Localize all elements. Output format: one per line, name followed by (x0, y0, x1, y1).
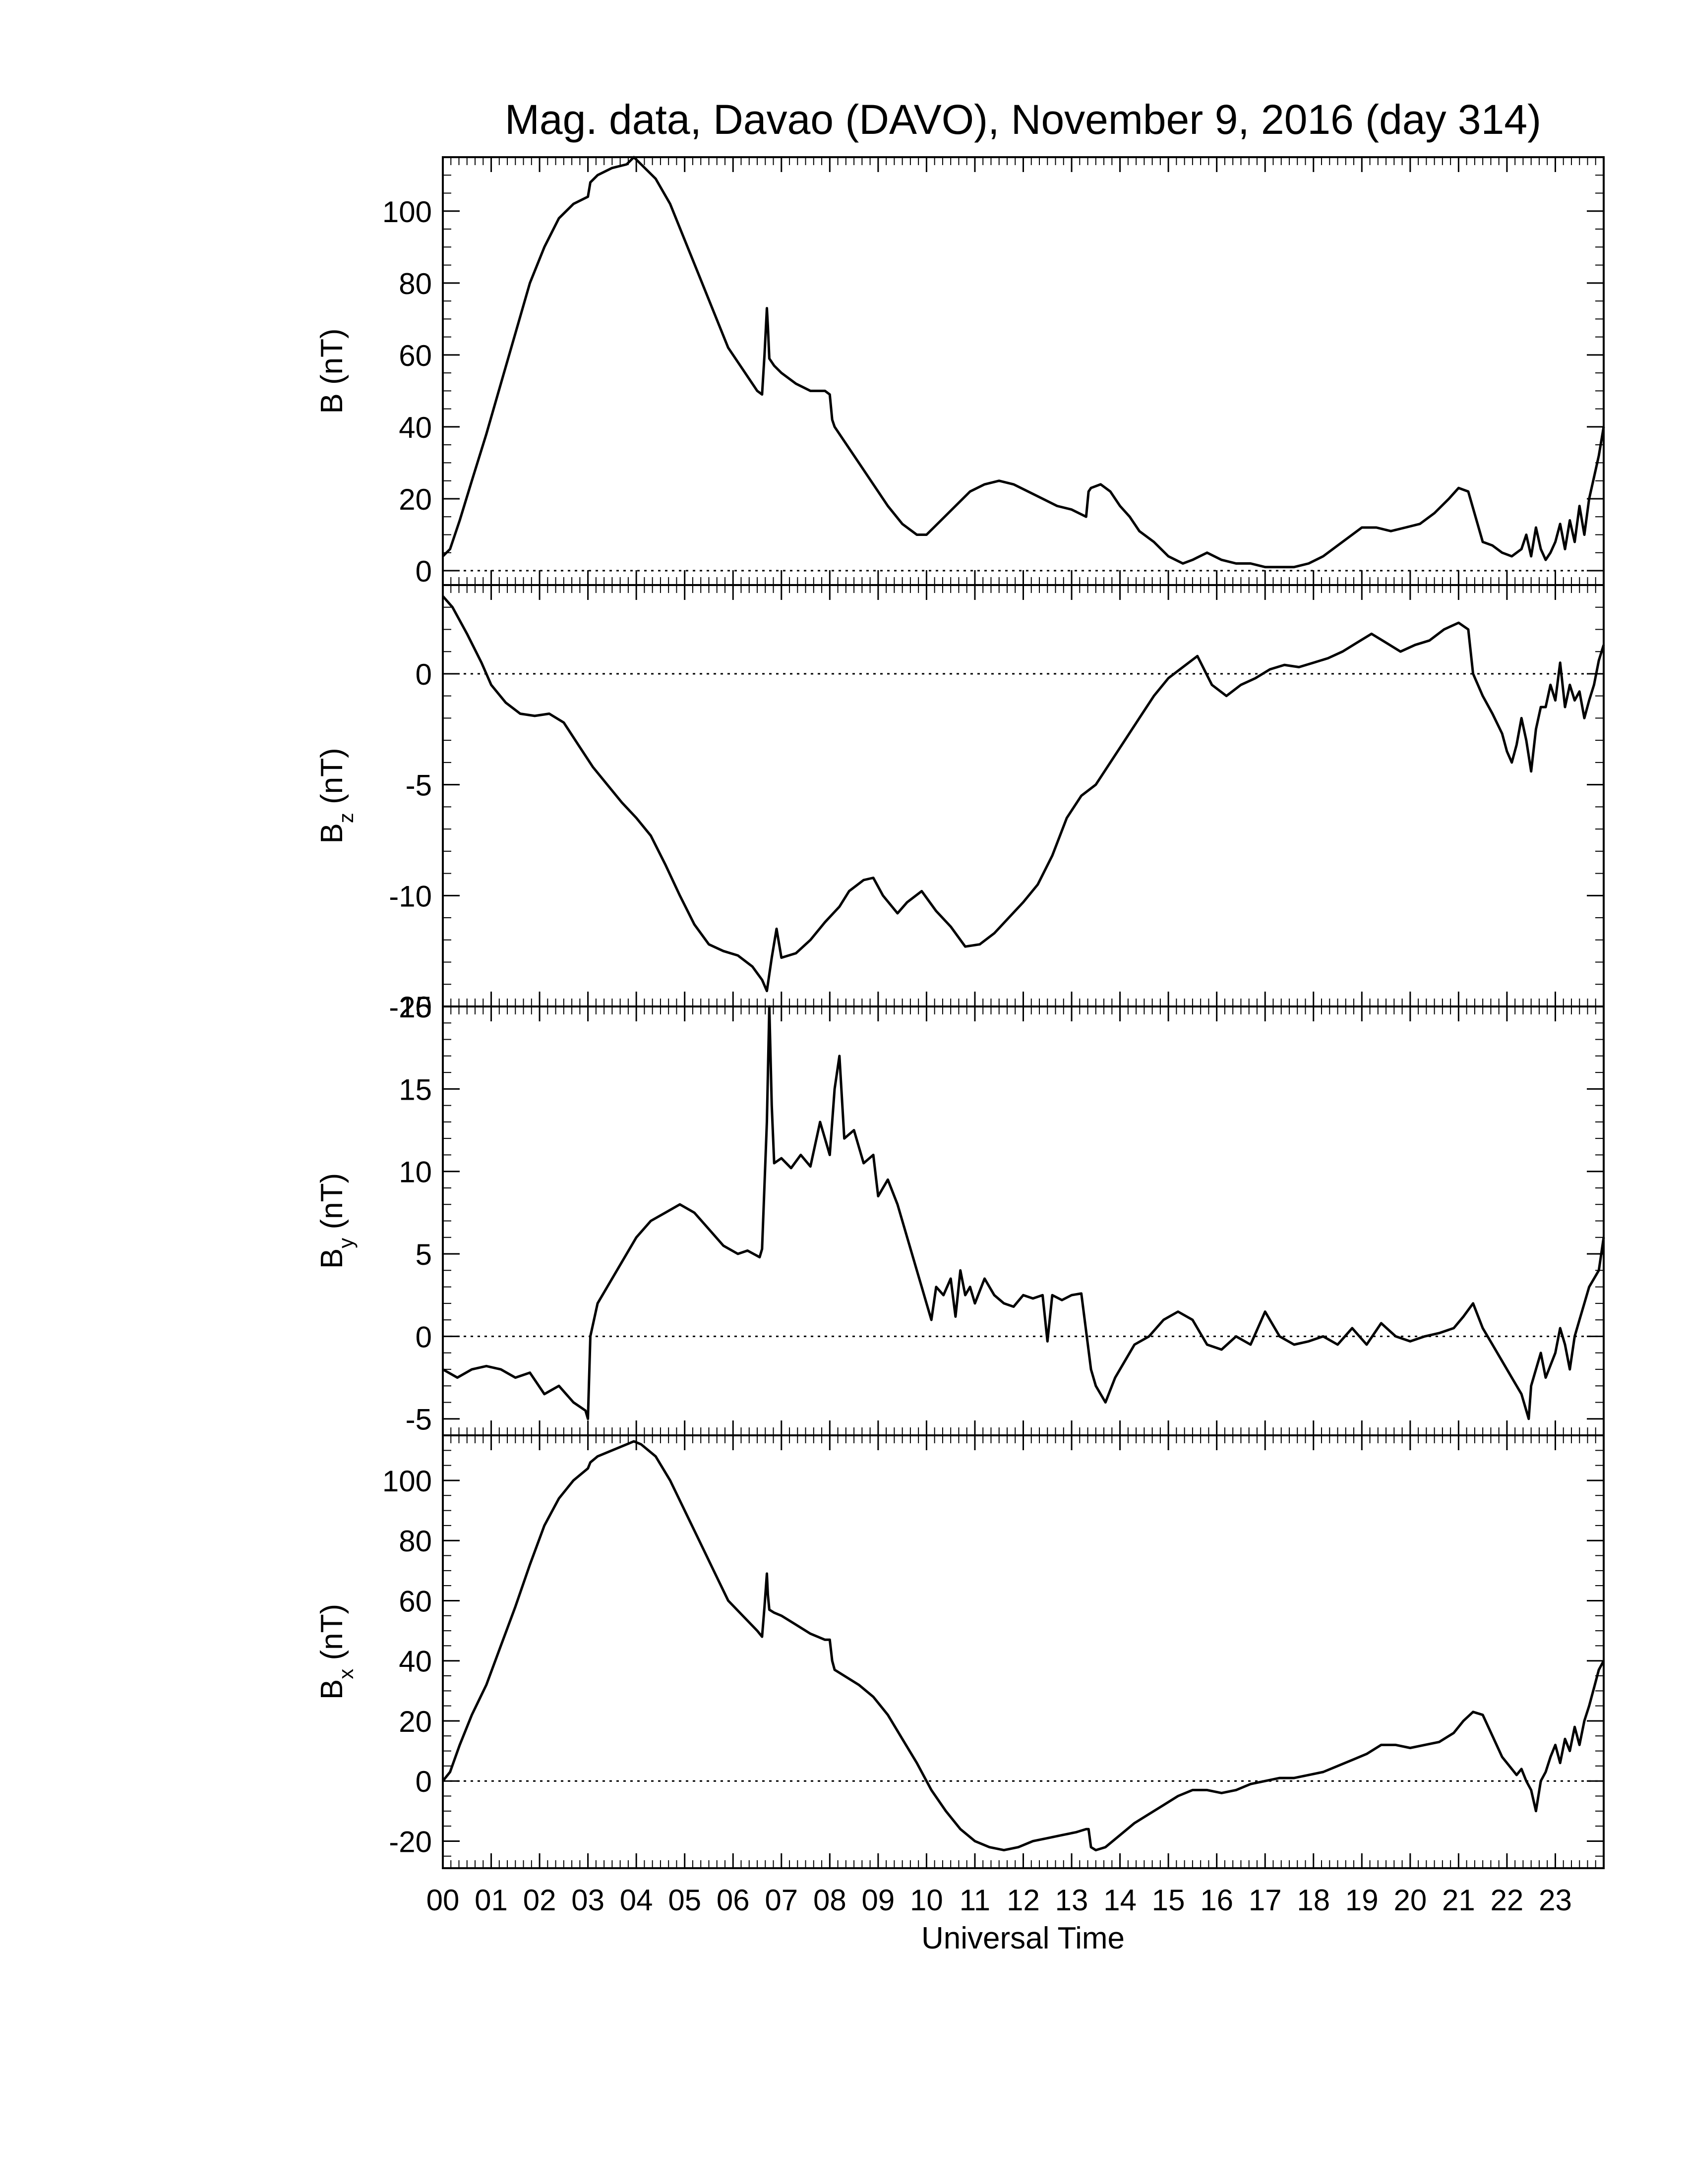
x-tick-labels: 00 01 02 03 04 05 06 07 08 09 10 11 12 13 14 15 16 17 18 19… (426, 1884, 1572, 1917)
y-tick-label: 20 (399, 1705, 432, 1738)
x-tick-label: 07 (765, 1884, 798, 1917)
x-tick-label: 03 (571, 1884, 604, 1917)
x-tick-label: 19 (1345, 1884, 1379, 1917)
y-tick-label: 80 (399, 1525, 432, 1558)
y-tick-label: -5 (406, 769, 432, 802)
y-tick-label: 60 (399, 1585, 432, 1618)
y-tick-label: 0 (416, 658, 432, 691)
x-tick-label: 22 (1491, 1884, 1524, 1917)
x-tick-label: 23 (1539, 1884, 1572, 1917)
y-tick-label: 40 (399, 1645, 432, 1678)
y-tick-label: 40 (399, 411, 432, 444)
x-tick-label: 13 (1055, 1884, 1088, 1917)
y-tick-label: -20 (389, 1825, 432, 1858)
y-axis-label: By (nT) (315, 1173, 358, 1269)
panel-frame (442, 1434, 1605, 1869)
panel-1: 0 20 40 60 80 100 B (nT) (315, 156, 1605, 588)
panel-frame (442, 156, 1605, 586)
y-tick-label: -10 (389, 880, 432, 913)
x-tick-label: 11 (960, 1884, 990, 1917)
x-tick-label: 14 (1103, 1884, 1137, 1917)
series-line-bx (442, 1440, 1605, 1852)
panel-3: -5 0 5 10 15 20 By (nT) (315, 991, 1605, 1436)
series-line-b (442, 156, 1605, 569)
x-tick-label: 20 (1393, 1884, 1427, 1917)
series-line-by (442, 1005, 1605, 1420)
y-tick-label: 100 (382, 195, 432, 229)
x-tick-label: 04 (620, 1884, 653, 1917)
panel-4: -20 0 20 40 60 80 100 Bx (nT) (315, 1434, 1605, 1869)
series-line-bz (442, 595, 1605, 993)
y-tick-label: 5 (416, 1238, 432, 1271)
x-tick-label: 02 (523, 1884, 556, 1917)
panel-2: -15 -10 -5 0 Bz (nT) (315, 584, 1605, 1024)
y-tick-label: 60 (399, 339, 432, 372)
x-tick-label: 06 (717, 1884, 750, 1917)
y-tick-label: 0 (416, 1320, 432, 1354)
x-tick-label: 09 (862, 1884, 895, 1917)
x-tick-label: 21 (1442, 1884, 1475, 1917)
x-tick-label: 10 (910, 1884, 943, 1917)
y-tick-label: 10 (399, 1156, 432, 1189)
x-axis-label: Universal Time (921, 1921, 1125, 1955)
y-tick-label: 15 (399, 1073, 432, 1106)
x-tick-label: 05 (668, 1884, 701, 1917)
x-tick-label: 15 (1152, 1884, 1185, 1917)
chart-title: Mag. data, Davao (DAVO), November 9, 201… (505, 96, 1541, 143)
y-axis-label: B (nT) (315, 328, 349, 413)
panel-frame (442, 1005, 1605, 1436)
y-tick-label: 0 (416, 1765, 432, 1798)
y-tick-label: 0 (416, 555, 432, 588)
y-tick-label: 80 (399, 267, 432, 300)
y-axis-label: Bx (nT) (315, 1604, 358, 1700)
y-axis-label: Bz (nT) (315, 748, 358, 843)
y-tick-label: -5 (406, 1403, 432, 1436)
x-tick-label: 01 (475, 1884, 508, 1917)
x-tick-label: 16 (1200, 1884, 1233, 1917)
x-tick-label: 12 (1007, 1884, 1040, 1917)
x-tick-label: 00 (426, 1884, 460, 1917)
x-tick-label: 08 (813, 1884, 846, 1917)
y-tick-label: 20 (399, 483, 432, 516)
y-tick-label: 20 (399, 991, 432, 1024)
y-tick-label: 100 (382, 1465, 432, 1498)
x-tick-label: 18 (1297, 1884, 1330, 1917)
y-tick-label: -15 (389, 991, 432, 1024)
x-tick-label: 17 (1249, 1884, 1282, 1917)
